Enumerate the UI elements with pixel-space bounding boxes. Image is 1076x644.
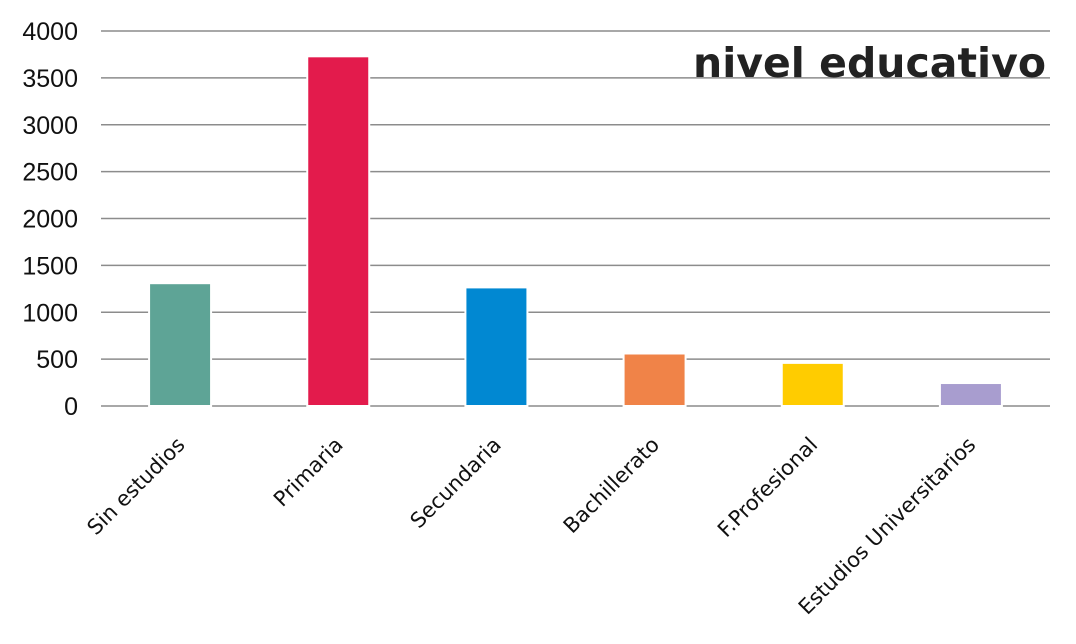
y-tick-label: 2500	[22, 159, 78, 187]
y-tick-label: 0	[64, 393, 78, 421]
bar-estudios-universitarios	[938, 382, 1003, 407]
x-category-label: Estudios Universitarios	[794, 433, 981, 620]
y-tick-label: 3000	[22, 112, 78, 140]
bars	[148, 55, 1003, 407]
x-axis-labels: Sin estudios Primaria Secundaria Bachillera…	[82, 433, 980, 620]
chart-title: nivel educativo	[693, 39, 1046, 87]
x-category-label: F.Profesional	[713, 433, 822, 542]
y-tick-label: 4000	[22, 18, 78, 46]
x-category-label: Primaria	[269, 433, 348, 512]
y-tick-label: 1000	[22, 299, 78, 327]
gridlines	[101, 30, 1050, 407]
bar-secundaria	[464, 286, 529, 407]
y-axis-ticks: 0 500 1000 1500 2000 2500 3000 3500 4000	[22, 18, 78, 421]
bar-primaria	[306, 55, 371, 407]
y-tick-label: 500	[36, 346, 78, 374]
y-tick-label: 1500	[22, 252, 78, 280]
y-tick-label: 3500	[22, 65, 78, 93]
bar-sin-estudios	[148, 282, 213, 407]
y-tick-label: 2000	[22, 206, 78, 234]
bar-f-profesional	[780, 361, 845, 407]
x-category-label: Sin estudios	[82, 433, 189, 540]
bar-bachillerato	[622, 352, 687, 407]
x-category-label: Bachillerato	[559, 433, 664, 538]
x-category-label: Secundaria	[406, 433, 506, 533]
